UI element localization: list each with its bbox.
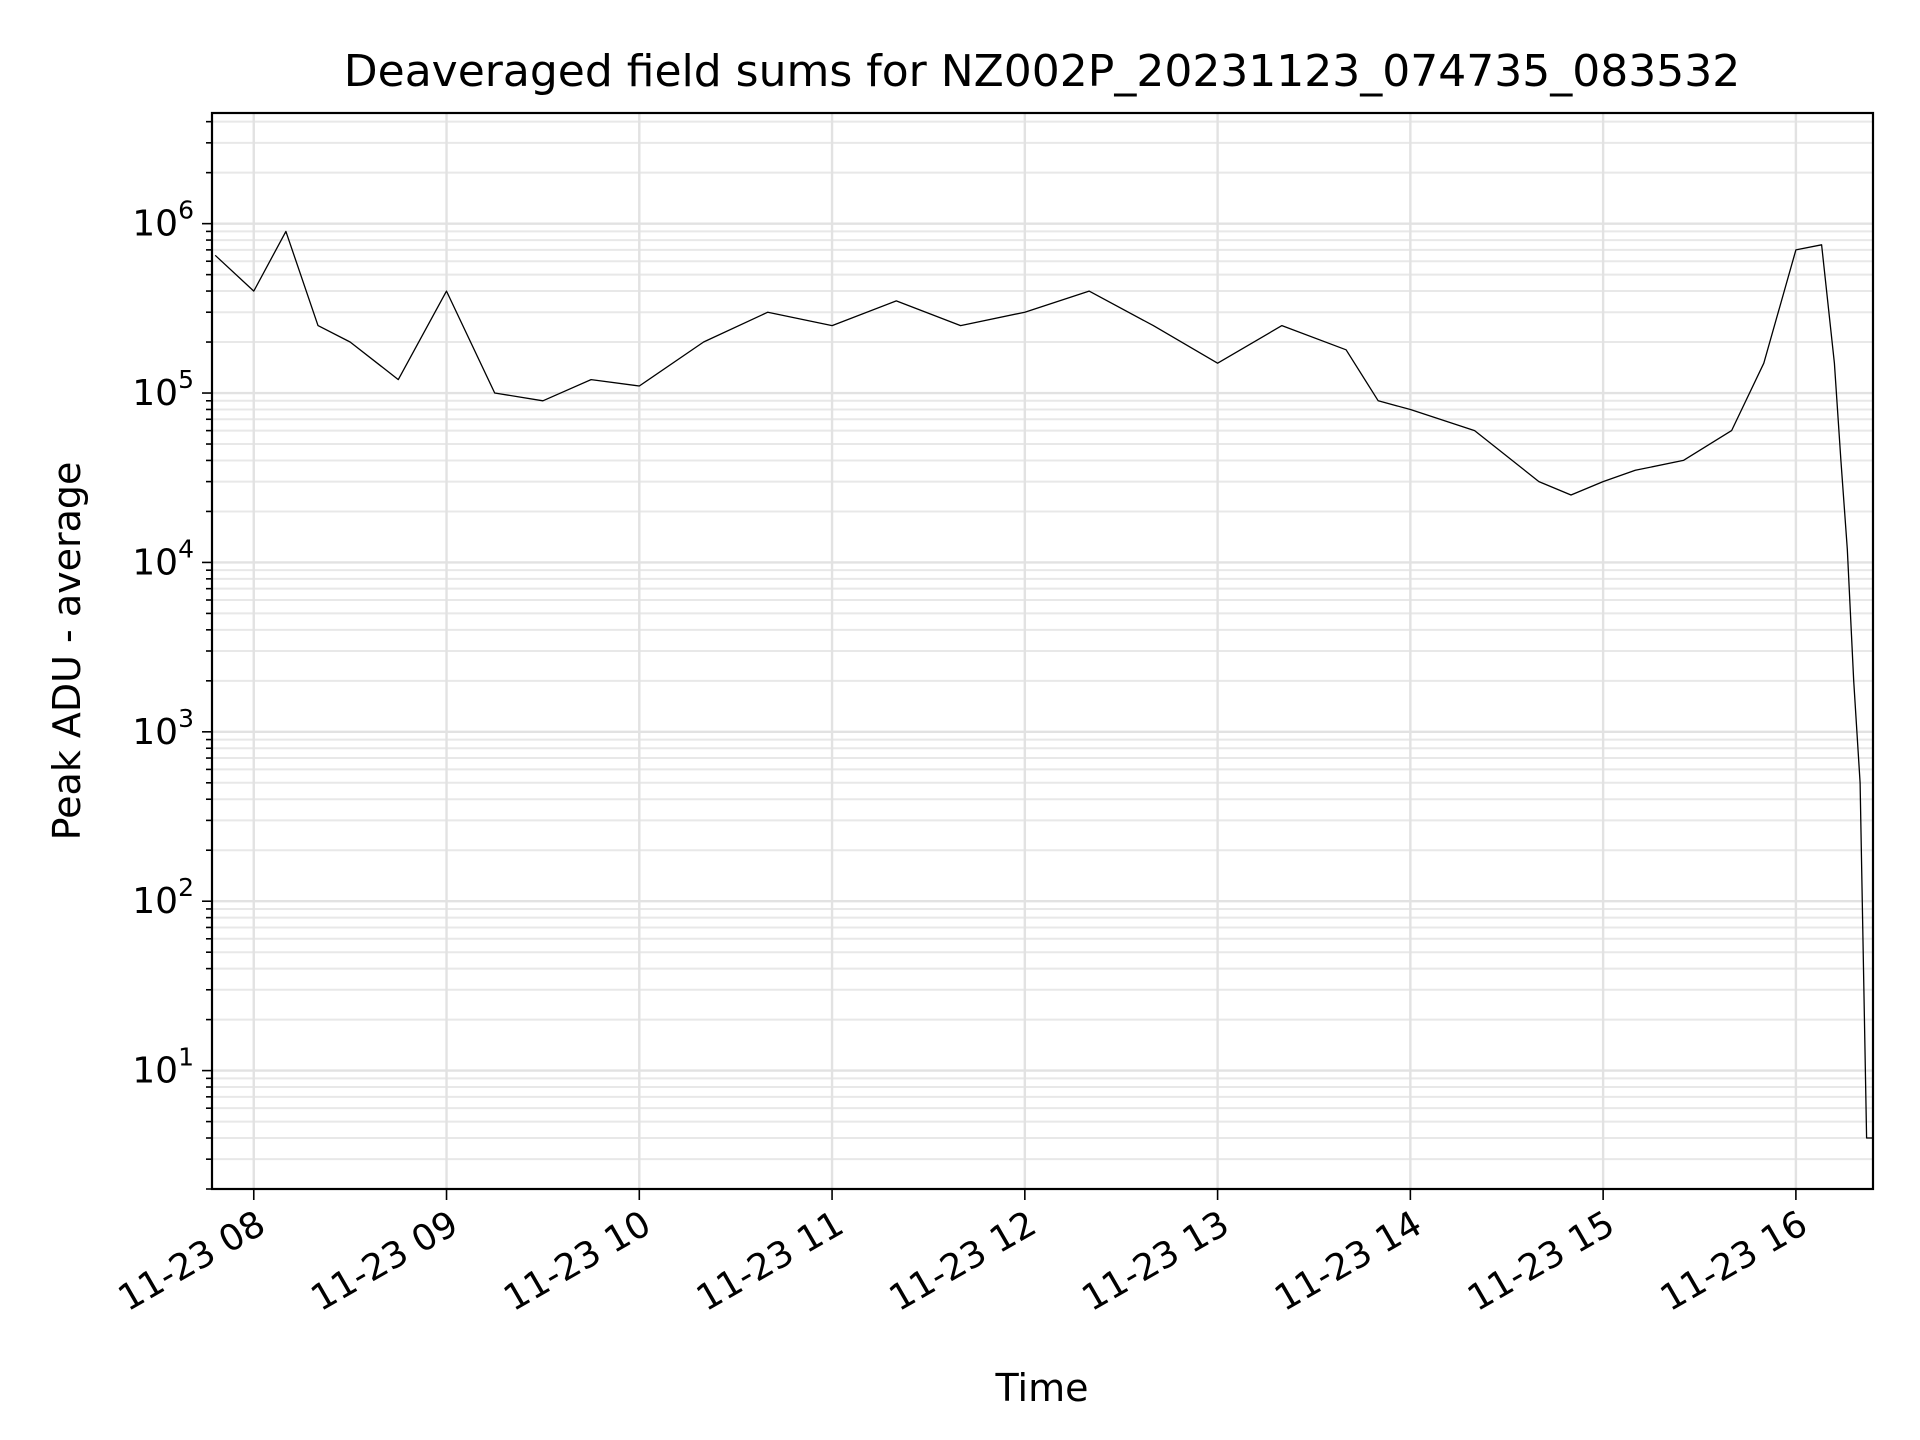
- y-tick-label: 104: [132, 534, 194, 583]
- x-tick-label: 11-23 15: [1461, 1203, 1622, 1319]
- x-axis-label: Time: [995, 1366, 1089, 1410]
- axis-ticks: 101 102 103 104 105 106 11-23 08 11-23 09 11-23 …: [112, 120, 1815, 1320]
- y-tick-label: 101: [132, 1043, 194, 1092]
- x-tick-label: 11-23 13: [1075, 1203, 1236, 1319]
- y-tick-label: 102: [132, 873, 194, 922]
- y-axis-label: Peak ADU - average: [45, 462, 89, 841]
- y-tick-label: 105: [132, 365, 194, 414]
- x-tick-label: 11-23 12: [883, 1203, 1044, 1319]
- x-tick-label: 11-23 09: [304, 1203, 465, 1319]
- series-line-0: [214, 230, 1873, 1139]
- grid: [212, 113, 1873, 1190]
- x-tick-label: 11-23 08: [112, 1203, 273, 1319]
- x-tick-label: 11-23 10: [497, 1203, 658, 1319]
- y-tick-label: 103: [132, 704, 194, 753]
- x-tick-label: 11-23 16: [1654, 1203, 1815, 1319]
- y-tick-label: 106: [132, 196, 194, 245]
- x-tick-label: 11-23 11: [690, 1203, 851, 1319]
- x-tick-label: 11-23 14: [1268, 1203, 1429, 1319]
- series-layer: [214, 230, 1873, 1139]
- chart-title: Deaveraged field sums for NZ002P_2023112…: [344, 46, 1740, 97]
